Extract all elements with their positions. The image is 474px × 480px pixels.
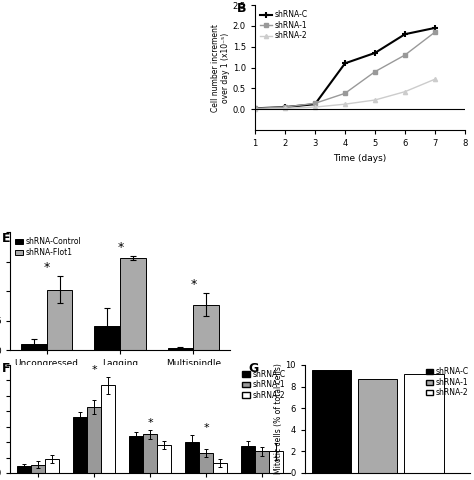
- Text: F: F: [2, 362, 10, 375]
- Text: *: *: [91, 365, 97, 375]
- Bar: [255, 451, 269, 473]
- Text: *: *: [191, 278, 197, 291]
- shRNA-2: [342, 101, 348, 107]
- Bar: [17, 466, 31, 473]
- Legend: shRNA-C, shRNA-1, shRNA-2: shRNA-C, shRNA-1, shRNA-2: [426, 367, 469, 398]
- shRNA-1: [432, 29, 438, 35]
- shRNA-C: [402, 31, 408, 37]
- Bar: [269, 451, 283, 473]
- Bar: [73, 418, 87, 473]
- Bar: [46, 290, 73, 350]
- shRNA-2: [252, 106, 258, 112]
- Bar: [241, 446, 255, 473]
- Bar: [120, 258, 146, 350]
- shRNA-2: [282, 106, 288, 111]
- shRNA-1: [252, 106, 258, 111]
- shRNA-2: [402, 89, 408, 95]
- Bar: [168, 348, 193, 350]
- shRNA-C: [342, 60, 348, 66]
- Bar: [199, 453, 213, 473]
- shRNA-1: [342, 90, 348, 96]
- Line: shRNA-C: shRNA-C: [252, 25, 438, 111]
- Bar: [213, 463, 227, 473]
- Legend: shRNA-C, shRNA-1, shRNA-2: shRNA-C, shRNA-1, shRNA-2: [242, 369, 286, 400]
- shRNA-C: [282, 104, 288, 110]
- Y-axis label: Cell number increment
over day 1 (x10⁻⁵): Cell number increment over day 1 (x10⁻⁵): [210, 24, 230, 111]
- Text: G: G: [248, 362, 258, 375]
- Bar: [31, 465, 45, 473]
- Text: *: *: [203, 423, 209, 433]
- Legend: shRNA-C, shRNA-1, shRNA-2: shRNA-C, shRNA-1, shRNA-2: [259, 9, 309, 42]
- Bar: [311, 371, 351, 473]
- Text: *: *: [117, 241, 124, 254]
- shRNA-2: [372, 97, 378, 103]
- shRNA-C: [432, 25, 438, 31]
- Line: shRNA-2: shRNA-2: [253, 77, 437, 111]
- Text: E: E: [2, 232, 10, 245]
- Bar: [129, 436, 143, 473]
- Bar: [21, 344, 46, 350]
- Bar: [358, 379, 397, 473]
- Bar: [143, 434, 157, 473]
- Bar: [101, 385, 115, 473]
- Line: shRNA-1: shRNA-1: [253, 30, 437, 110]
- shRNA-2: [432, 76, 438, 82]
- shRNA-C: [312, 101, 318, 107]
- Bar: [87, 407, 101, 473]
- X-axis label: Time (days): Time (days): [333, 154, 387, 163]
- shRNA-C: [252, 106, 258, 111]
- Text: *: *: [147, 418, 153, 428]
- Text: B: B: [237, 2, 246, 15]
- shRNA-1: [372, 69, 378, 74]
- Bar: [185, 442, 199, 473]
- Bar: [94, 326, 120, 350]
- shRNA-1: [402, 52, 408, 58]
- shRNA-1: [282, 104, 288, 110]
- shRNA-2: [312, 104, 318, 110]
- Bar: [193, 305, 219, 350]
- Bar: [45, 459, 59, 473]
- Bar: [157, 445, 171, 473]
- Legend: shRNA-Control, shRNA-Flot1: shRNA-Control, shRNA-Flot1: [14, 236, 82, 258]
- shRNA-1: [312, 100, 318, 106]
- shRNA-C: [372, 50, 378, 56]
- Text: *: *: [44, 262, 50, 275]
- Bar: [404, 373, 444, 473]
- Y-axis label: Mitotic cells (% of total cells): Mitotic cells (% of total cells): [273, 363, 283, 474]
